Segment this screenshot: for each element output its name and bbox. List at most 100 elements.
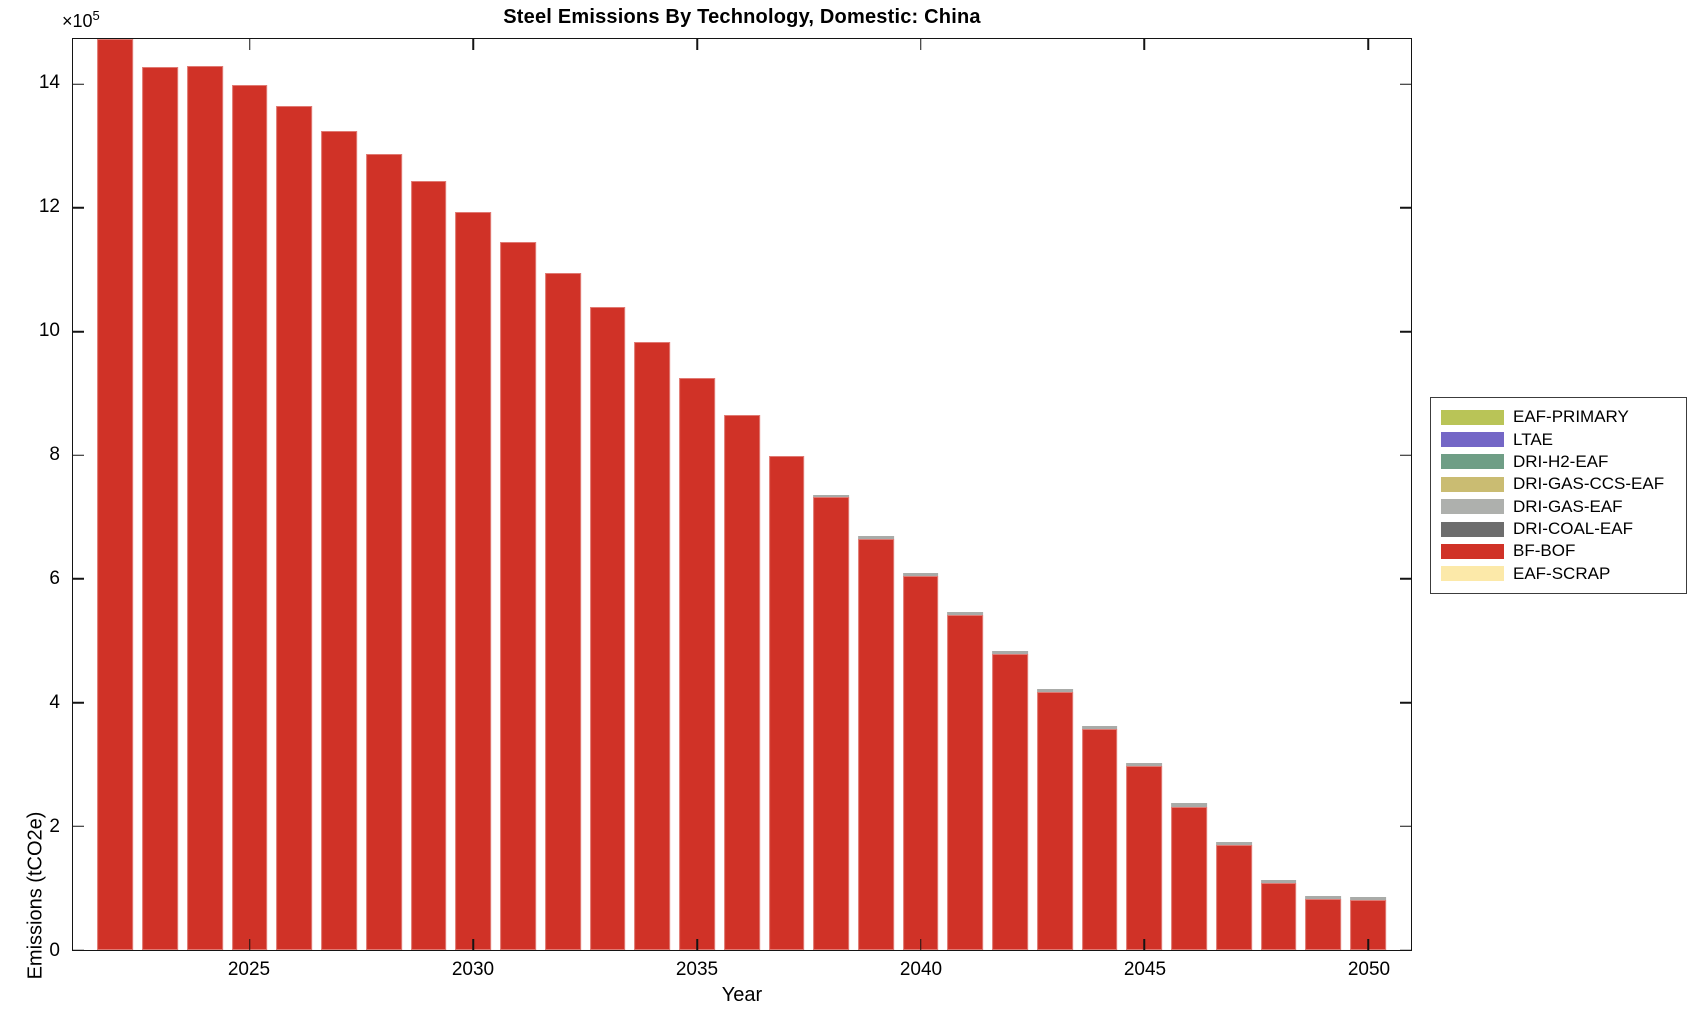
- bar-2043: [1037, 39, 1073, 950]
- bar-segment-dri-gas-eaf: [1260, 880, 1297, 883]
- bar-segment-dri-gas-eaf: [1350, 897, 1386, 900]
- bar-2022: [97, 39, 134, 950]
- y-tick-label: 4: [49, 692, 60, 714]
- y-axis-label-wrap: Emissions (tCO2e): [8, 400, 47, 980]
- y-tick-label: 6: [49, 568, 60, 590]
- bar-2033: [589, 39, 626, 950]
- bar-2048: [1260, 39, 1297, 950]
- y-tick: [1400, 701, 1411, 704]
- legend-item-dri-gas-eaf: DRI-GAS-EAF: [1441, 496, 1676, 518]
- bar-segment-dri-gas-eaf: [813, 494, 850, 498]
- y-tick: [1400, 207, 1411, 209]
- bar-2030: [455, 39, 492, 950]
- bar-segment-bf-bof: [1081, 728, 1118, 950]
- bar-segment-dri-gas-eaf: [1126, 762, 1163, 766]
- bar-2047: [1215, 39, 1252, 950]
- bar-2035: [679, 39, 715, 950]
- bar-segment-bf-bof: [992, 653, 1029, 950]
- x-tick: [472, 939, 475, 950]
- bar-2026: [276, 39, 313, 950]
- bar-segment-bf-bof: [1037, 692, 1073, 950]
- x-tick-label: 2025: [227, 959, 271, 980]
- legend-label: LTAE: [1513, 429, 1553, 449]
- bar-2044: [1081, 39, 1118, 950]
- legend-item-dri-gas-ccs-eaf: DRI-GAS-CCS-EAF: [1441, 473, 1676, 495]
- bar-2024: [187, 39, 223, 950]
- bar-segment-bf-bof: [97, 39, 134, 950]
- plot-area: [72, 38, 1412, 951]
- bar-segment-bf-bof: [187, 66, 223, 950]
- bar-segment-dri-gas-eaf: [1081, 725, 1118, 729]
- bar-segment-dri-gas-eaf: [1305, 896, 1342, 899]
- legend-item-dri-coal-eaf: DRI-COAL-EAF: [1441, 518, 1676, 540]
- bar-segment-bf-bof: [366, 154, 402, 950]
- bar-2049: [1305, 39, 1342, 950]
- legend-swatch: [1441, 409, 1504, 425]
- legend-swatch: [1441, 566, 1504, 582]
- bar-2038: [813, 39, 850, 950]
- bar-2029: [410, 39, 447, 950]
- bar-segment-bf-bof: [858, 538, 894, 950]
- x-tick: [1367, 939, 1369, 950]
- bar-2042: [992, 39, 1029, 950]
- bar-segment-bf-bof: [768, 455, 805, 950]
- bar-2023: [142, 39, 179, 950]
- bar-segment-bf-bof: [1305, 898, 1342, 950]
- y-tick: [1400, 330, 1411, 333]
- x-tick: [696, 939, 698, 950]
- bar-segment-dri-gas-eaf: [992, 650, 1029, 654]
- bar-segment-dri-gas-eaf: [858, 536, 894, 539]
- x-tick-label: 2050: [1347, 959, 1391, 980]
- legend-label: DRI-H2-EAF: [1513, 451, 1609, 471]
- legend-label: BF-BOF: [1513, 541, 1576, 561]
- bar-segment-bf-bof: [276, 106, 313, 950]
- chart-title: Steel Emissions By Technology, Domestic:…: [503, 6, 981, 28]
- y-tick: [1400, 578, 1411, 580]
- y-axis-exponent: ×105: [62, 8, 100, 31]
- bar-segment-dri-gas-eaf: [1037, 689, 1073, 693]
- bar-segment-bf-bof: [231, 85, 268, 950]
- bar-segment-bf-bof: [455, 211, 492, 950]
- x-tick: [919, 939, 922, 950]
- bar-segment-bf-bof: [1215, 844, 1252, 950]
- legend-swatch: [1441, 521, 1504, 537]
- bar-2034: [634, 39, 671, 950]
- x-tick-label: 2030: [451, 959, 495, 980]
- bar-segment-bf-bof: [410, 181, 447, 950]
- bar-2046: [1171, 39, 1207, 950]
- y-tick: [73, 825, 84, 828]
- y-tick: [1400, 454, 1411, 456]
- legend-label: EAF-PRIMARY: [1513, 407, 1629, 427]
- y-tick: [1400, 83, 1411, 85]
- bar-2041: [947, 39, 984, 950]
- bar-2027: [321, 39, 358, 950]
- bar-2028: [366, 39, 402, 950]
- y-tick-label: 8: [49, 444, 60, 466]
- bar-segment-bf-bof: [142, 67, 179, 950]
- y-tick: [73, 578, 84, 580]
- y-tick: [73, 207, 84, 209]
- bar-2039: [858, 39, 894, 950]
- y-tick-label: 14: [38, 72, 60, 94]
- legend-item-bf-bof: BF-BOF: [1441, 540, 1676, 562]
- bar-segment-bf-bof: [500, 241, 536, 950]
- bar-segment-bf-bof: [679, 377, 715, 950]
- legend-label: DRI-COAL-EAF: [1513, 519, 1633, 539]
- bar-segment-bf-bof: [321, 130, 358, 950]
- bar-2050: [1350, 39, 1386, 950]
- x-tick: [1143, 939, 1146, 950]
- legend-item-eaf-scrap: EAF-SCRAP: [1441, 563, 1676, 585]
- x-tick: [1367, 39, 1369, 50]
- bar-segment-bf-bof: [544, 273, 581, 950]
- bar-segment-bf-bof: [1126, 765, 1163, 950]
- x-tick: [919, 39, 922, 50]
- bar-2031: [500, 39, 536, 950]
- x-axis-label: Year: [721, 984, 763, 1006]
- bar-2040: [902, 39, 939, 950]
- bar-segment-bf-bof: [813, 497, 850, 950]
- y-tick: [73, 454, 84, 456]
- legend-swatch: [1441, 499, 1504, 515]
- bar-segment-dri-gas-eaf: [902, 572, 939, 576]
- bar-segment-bf-bof: [589, 307, 626, 950]
- bar-segment-bf-bof: [723, 415, 760, 950]
